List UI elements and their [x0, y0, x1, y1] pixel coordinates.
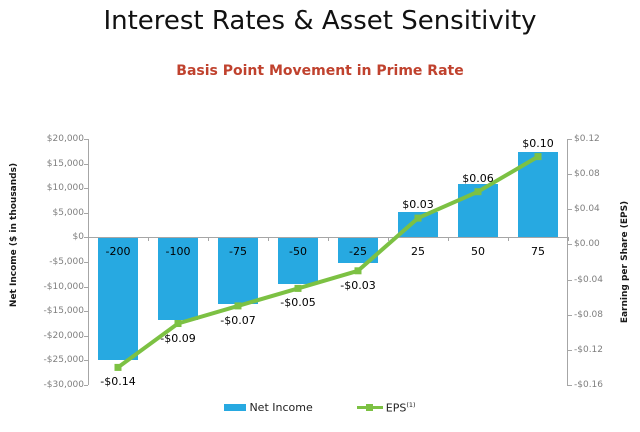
right-axis-tick-label: -$0.12 [574, 344, 604, 355]
left-axis-tick-label: $15,000 [46, 158, 84, 169]
eps-marker [234, 302, 242, 310]
left-axis-tick-mark [84, 360, 88, 361]
left-axis-tick-mark [84, 311, 88, 312]
plot-area: $20,000 $15,000 $10,000 $5,000 $0 -$5,000 -$10… [44, 134, 603, 390]
eps-data-label: $0.06 [462, 171, 494, 185]
right-axis-tick-label: -$0.04 [574, 274, 604, 285]
eps-line-series [114, 153, 542, 371]
eps-data-label: $0.10 [522, 136, 554, 150]
left-axis-tick-mark [84, 213, 88, 214]
left-axis-tick-label: -$5,000 [49, 257, 84, 267]
x-category-label: -100 [165, 245, 191, 259]
y-axis-line-left [88, 139, 89, 385]
left-axis-tick-mark [84, 262, 88, 263]
eps-marker [114, 363, 122, 371]
bar-net-income--100 [158, 238, 198, 320]
legend-eps-label: EPS(1) [385, 401, 416, 415]
x-axis-tick-mark [88, 237, 89, 241]
x-category-label: -25 [349, 245, 367, 259]
x-axis-tick-mark [568, 237, 569, 241]
bar-net-income--50 [278, 238, 318, 285]
y-axis-line-right [567, 139, 568, 385]
right-axis-tick-label: $0.04 [574, 204, 600, 215]
legend: Net Income EPS(1) [0, 401, 640, 415]
right-axis-tick-label: -$0.08 [574, 309, 604, 320]
x-category-label: 25 [411, 245, 425, 259]
x-axis-tick-mark [148, 237, 149, 241]
right-axis-tick-mark [567, 209, 572, 210]
left-axis-tick-label: $10,000 [46, 183, 84, 194]
left-axis-tick-label: -$30,000 [43, 380, 84, 390]
left-axis-tick-label: $20,000 [46, 134, 84, 144]
eps-marker [174, 320, 182, 327]
right-axis-tick-mark [567, 244, 572, 245]
x-axis-tick-mark [208, 237, 209, 241]
left-axis-tick-mark [84, 139, 88, 140]
x-axis-tick-mark [388, 237, 389, 241]
eps-footnote-ref: (1) [406, 401, 416, 409]
left-axis-tick-mark [84, 385, 88, 386]
eps-data-label: -$0.05 [280, 296, 316, 310]
x-category-label: 75 [531, 245, 545, 259]
left-axis-tick-label: -$15,000 [43, 306, 84, 317]
left-axis-tick-mark [84, 188, 88, 189]
eps-marker [414, 214, 422, 222]
x-category-label: 50 [471, 245, 485, 259]
right-axis-title: Earning per Share (EPS) [620, 200, 630, 324]
eps-data-label: -$0.03 [340, 278, 376, 292]
x-axis-tick-mark [448, 237, 449, 241]
eps-marker [354, 267, 362, 275]
x-category-label: -200 [105, 245, 131, 259]
bar-net-income--200 [98, 238, 138, 361]
eps-marker [534, 153, 542, 161]
bar-net-income--75 [218, 238, 258, 304]
x-axis-tick-mark [508, 237, 509, 241]
left-axis-tick-label: -$10,000 [43, 281, 84, 292]
x-category-label: -75 [229, 245, 247, 259]
eps-line [116, 154, 540, 370]
eps-data-label: -$0.14 [100, 375, 136, 389]
x-axis-tick-mark [328, 237, 329, 241]
eps-marker [474, 188, 482, 196]
net-income-swatch-icon [224, 404, 247, 412]
eps-data-label: -$0.07 [220, 313, 256, 327]
page-title: Interest Rates & Asset Sensitivity [103, 6, 537, 36]
left-axis-title: Net Income ($ in thousands) [9, 162, 19, 308]
left-axis-tick-label: -$25,000 [43, 355, 84, 366]
right-axis-tick-mark [567, 280, 572, 281]
eps-data-label: $0.03 [402, 198, 434, 212]
right-axis-tick-label: $0.12 [574, 134, 600, 144]
right-axis-tick-label: $0.00 [574, 239, 600, 250]
eps-line-marker-icon [356, 404, 383, 412]
left-axis-tick-mark [84, 336, 88, 337]
legend-net-income-label: Net Income [249, 401, 313, 415]
eps-marker [294, 284, 302, 292]
left-axis-tick-mark [84, 287, 88, 288]
right-axis-tick-label: $0.08 [574, 169, 600, 180]
right-axis-tick-label: -$0.16 [574, 380, 604, 390]
x-category-label: -50 [289, 245, 307, 259]
right-axis-tick-mark [567, 139, 572, 140]
left-axis-tick-mark [84, 164, 88, 165]
right-axis-tick-mark [567, 174, 572, 175]
legend-item-eps: EPS(1) [356, 401, 416, 415]
legend-item-net-income: Net Income [224, 401, 313, 415]
eps-data-label: -$0.09 [160, 331, 196, 345]
left-axis-tick-label: -$20,000 [43, 330, 84, 341]
right-axis-tick-mark [567, 315, 572, 316]
right-axis-tick-mark [567, 350, 572, 351]
right-axis-tick-mark [567, 385, 572, 386]
chart-subtitle: Basis Point Movement in Prime Rate [176, 63, 464, 79]
left-axis-tick-label: $0 [72, 232, 84, 243]
left-axis-tick-label: $5,000 [52, 207, 85, 218]
left-axis-tick-mark [84, 237, 88, 238]
x-axis-tick-mark [268, 237, 269, 241]
